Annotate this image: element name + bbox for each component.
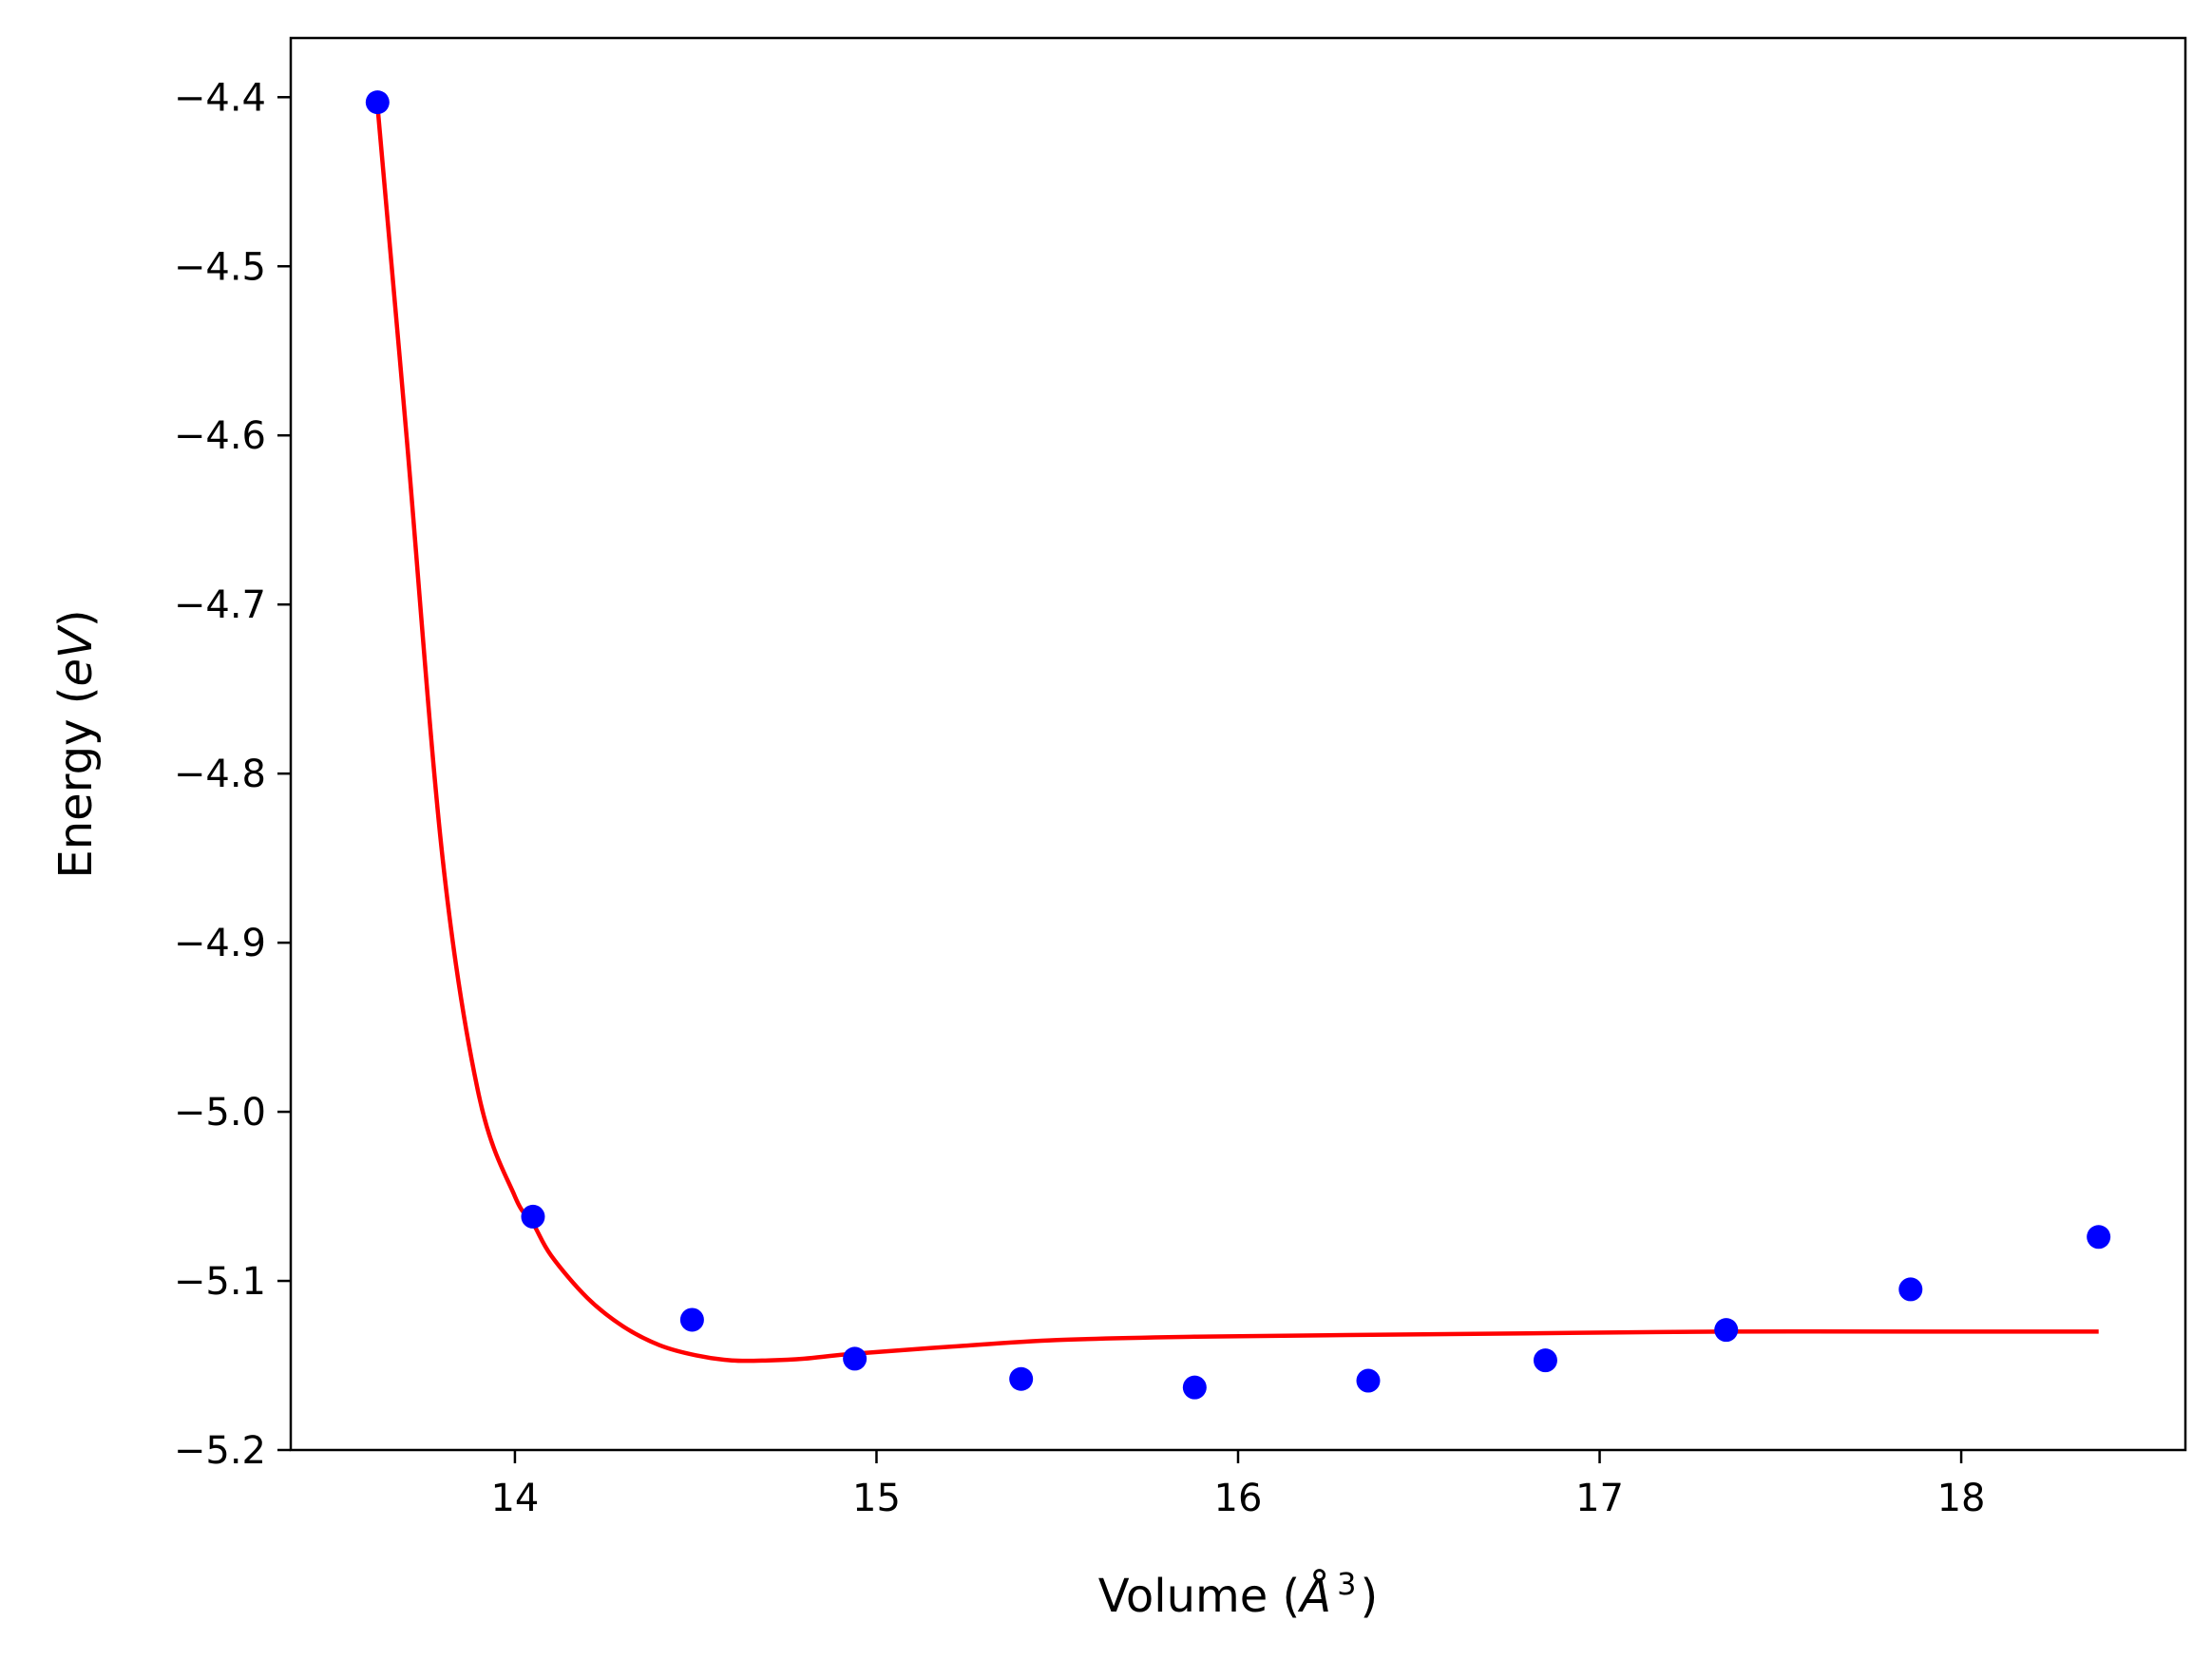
fit-curve-line (375, 105, 2099, 1364)
data-point (679, 1307, 704, 1332)
data-point (521, 1204, 545, 1229)
data-point (2087, 1225, 2111, 1250)
x-tick-label: 14 (490, 1477, 539, 1520)
data-point (1898, 1277, 1923, 1302)
y-tick-label: −5.2 (174, 1429, 266, 1473)
y-axis-label: Energy (eV) (49, 609, 103, 878)
y-tick-label: −4.9 (174, 922, 266, 965)
y-tick-label: −5.0 (174, 1091, 266, 1135)
x-axis-label-close: ) (1360, 1570, 1378, 1623)
y-axis-label-unit: eV (49, 624, 103, 687)
x-axis-label-text: Volume ( (1098, 1570, 1301, 1623)
x-tick-label: 15 (852, 1477, 901, 1520)
data-point (1009, 1366, 1034, 1391)
y-tick-label: −4.6 (174, 414, 266, 458)
data-point (1356, 1368, 1381, 1393)
data-point (1533, 1348, 1557, 1373)
x-axis-label-exponent: 3 (1337, 1566, 1356, 1602)
y-tick-label: −4.5 (174, 245, 266, 289)
x-tick-label: 17 (1575, 1477, 1624, 1520)
y-tick-label: −4.7 (174, 583, 266, 627)
data-point (1182, 1375, 1207, 1400)
y-tick-label: −4.4 (174, 76, 266, 120)
x-axis-label-symbol: Å (1297, 1569, 1331, 1623)
y-tick-label: −4.8 (174, 753, 266, 796)
series-layer (365, 90, 2111, 1400)
y-axis-label-close: ) (49, 609, 103, 627)
data-point (843, 1346, 868, 1371)
x-tick-label: 18 (1937, 1477, 1986, 1520)
data-point (1714, 1318, 1739, 1343)
x-tick-label: 16 (1214, 1477, 1263, 1520)
y-axis-label-text: Energy ( (49, 687, 103, 879)
y-tick-label: −5.1 (174, 1260, 266, 1304)
data-point (365, 90, 390, 115)
x-axis-label: Volume (Å 3) (1098, 1566, 1378, 1623)
tick-layer: 14 15 16 17 18 −4.4 −4.5 −4.6 −4.7 −4.8 −4.9 −5.0 −5… (174, 76, 1986, 1520)
